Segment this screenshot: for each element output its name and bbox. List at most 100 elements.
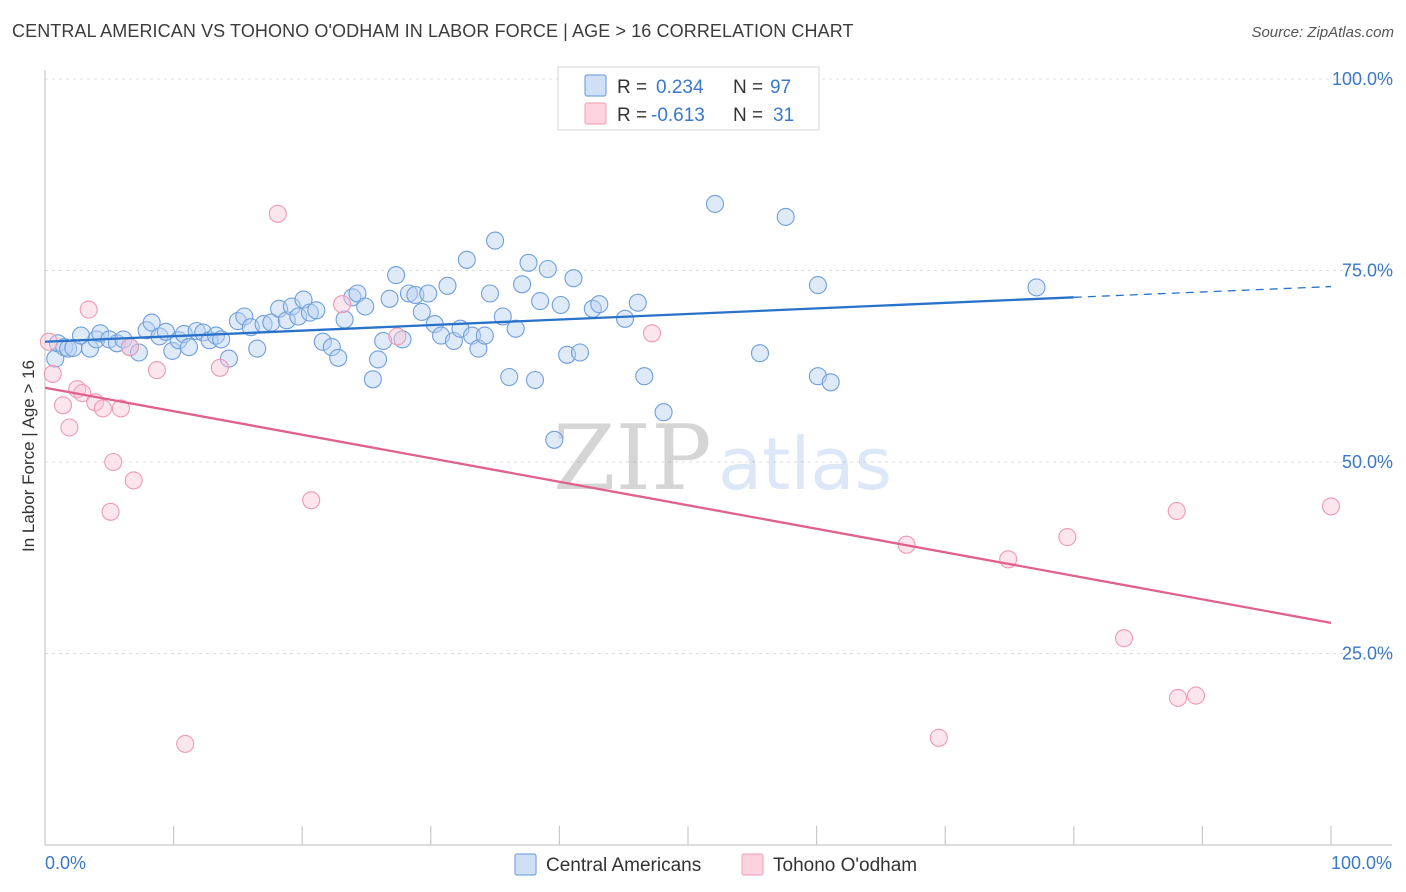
tohono-oodham-point [1186, 686, 1206, 705]
gridlines [45, 78, 1392, 654]
legend-swatch-tohono-oodham [741, 853, 764, 876]
central-americans-point [399, 284, 418, 303]
stats-r-label-pink: R = [617, 105, 647, 126]
y-tick-label-25: 25.0% [1342, 644, 1393, 664]
central-americans-point [776, 207, 795, 226]
trendlines [44, 285, 1332, 624]
tohono-oodham-point [101, 502, 120, 521]
stats-legend: R = 0.234 N = 97 R = -0.613 N = 31 [557, 66, 820, 131]
tohono-oodham-point [93, 399, 112, 418]
stats-r-label-blue: R = [617, 77, 647, 98]
central-americans-point [531, 292, 550, 311]
tohono-oodham-point [268, 204, 287, 223]
tohono-oodham-point [147, 361, 166, 380]
central-americans-point [500, 367, 519, 387]
central-americans-point [545, 430, 564, 449]
watermark-atlas: atlas [718, 422, 892, 506]
central-americans-point [363, 370, 382, 389]
central-americans-point [564, 269, 583, 288]
central-americans-point [142, 313, 161, 332]
central-americans-point [635, 367, 654, 386]
central-americans-point [538, 259, 557, 279]
tohono-oodham-point [302, 491, 321, 510]
tohono-oodham-point [1321, 497, 1341, 516]
central-americans-point [282, 297, 301, 316]
tohono-oodham-point [124, 471, 143, 490]
central-americans-point [356, 297, 375, 316]
stats-n-value-pink: 31 [773, 105, 794, 126]
central-americans-point [374, 331, 393, 351]
central-americans-point [329, 348, 348, 367]
tohono-oodham-point [120, 338, 139, 357]
central-americans-point [438, 276, 457, 295]
tohono-oodham-point [53, 396, 73, 415]
central-americans-point [750, 344, 770, 363]
x-axis-ticks [173, 826, 1332, 845]
central-americans-point [821, 373, 840, 392]
tohono-oodham-points [39, 204, 1341, 753]
y-tick-label-75: 75.0% [1342, 261, 1393, 281]
central-americans-point [369, 350, 388, 369]
legend-swatch-central-americans [514, 853, 537, 876]
tohono-oodham-point [104, 452, 123, 472]
central-americans-point [91, 324, 110, 343]
central-americans-point [412, 302, 431, 321]
central-americans-point [705, 194, 725, 213]
tohono-oodham-point [333, 295, 352, 314]
tohono-oodham-point [388, 327, 407, 346]
central-americans-point [235, 307, 254, 326]
stats-r-value-pink: -0.613 [651, 105, 705, 126]
central-americans-point [307, 301, 326, 320]
y-axis-label: In Labor Force | Age > 16 [19, 360, 38, 552]
central-americans-point [570, 343, 590, 362]
central-americans-trendline-extension [1073, 285, 1332, 298]
tohono-oodham-trendline [44, 386, 1332, 624]
central-americans-point [129, 343, 148, 362]
watermark-zip: ZIP [553, 406, 712, 511]
series-legend: Central Americans Tohono O'odham [514, 853, 917, 876]
legend-label-central-americans: Central Americans [546, 855, 701, 876]
tohono-oodham-point [929, 728, 948, 747]
central-americans-point [513, 275, 532, 294]
tohono-oodham-point [1058, 528, 1077, 547]
central-americans-point [393, 330, 412, 349]
central-americans-point [419, 284, 438, 303]
central-americans-point [506, 319, 525, 338]
central-americans-point [248, 339, 267, 358]
y-tick-labels: 25.0% 50.0% 75.0% 100.0% [1332, 69, 1393, 664]
central-americans-point [590, 295, 609, 314]
tohono-oodham-point [79, 300, 98, 319]
tohono-oodham-point [43, 364, 62, 383]
stats-legend-swatch-pink [584, 102, 607, 125]
central-americans-point [289, 307, 308, 326]
legend-label-tohono-oodham: Tohono O'odham [773, 855, 917, 876]
central-americans-point [179, 338, 199, 357]
central-americans-point [654, 403, 673, 422]
stats-legend-swatch-blue [584, 74, 607, 97]
x-tick-label-min: 0.0% [45, 853, 86, 873]
tohono-oodham-point [210, 358, 229, 377]
y-tick-label-50: 50.0% [1342, 452, 1393, 472]
central-americans-point [480, 284, 500, 303]
stats-n-value-blue: 97 [770, 77, 791, 98]
central-americans-point [457, 250, 476, 269]
x-tick-label-max: 100.0% [1331, 853, 1392, 873]
central-americans-point [313, 332, 332, 351]
central-americans-point [387, 266, 406, 285]
central-americans-point [486, 231, 505, 250]
central-americans-point [322, 338, 341, 357]
tohono-oodham-point [1114, 629, 1134, 648]
stats-n-label-blue: N = [733, 77, 763, 98]
central-americans-point [615, 309, 635, 328]
tohono-oodham-point [60, 418, 79, 437]
central-americans-point [808, 276, 827, 295]
central-americans-point [1027, 278, 1046, 297]
chart-title: CENTRAL AMERICAN VS TOHONO O'ODHAM IN LA… [12, 21, 854, 41]
central-americans-point [277, 311, 296, 330]
central-americans-point [551, 295, 570, 315]
chart-source: Source: ZipAtlas.com [1251, 24, 1394, 41]
stats-r-value-blue: 0.234 [656, 77, 704, 98]
central-americans-point [519, 253, 538, 272]
central-americans-point [335, 310, 354, 329]
